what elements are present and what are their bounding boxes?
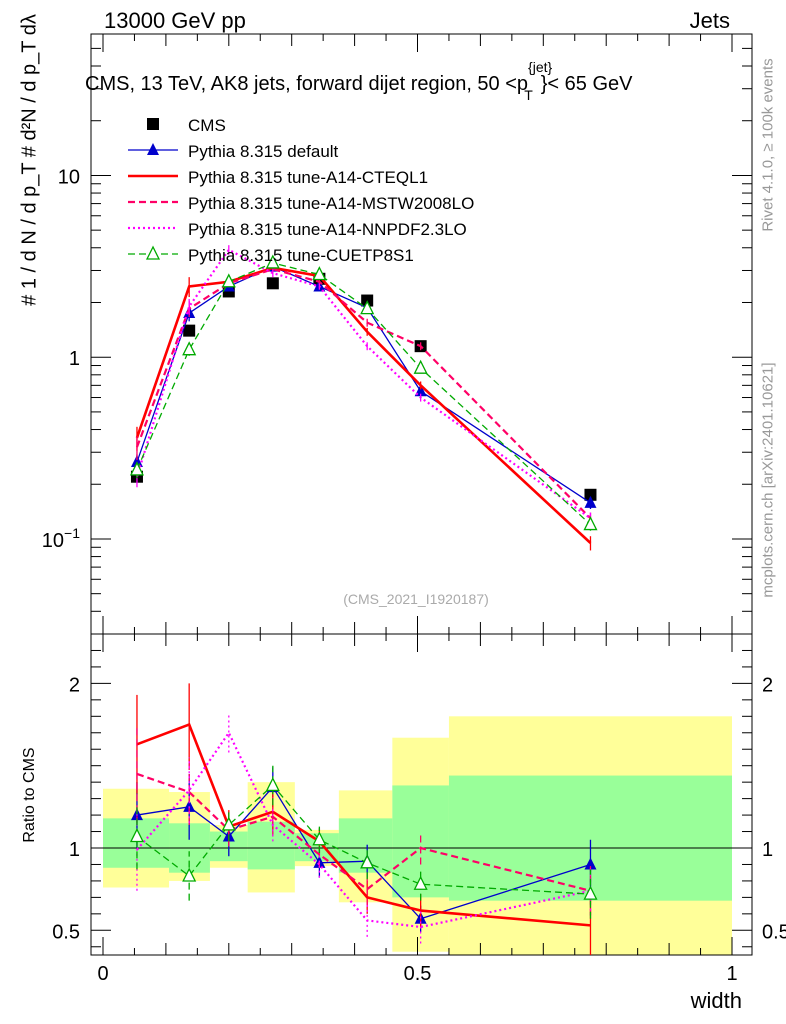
legend-marker-cms (147, 118, 159, 130)
series-line-pythia-8-315-tune-a14-nnpdf2-3lo (135, 248, 592, 520)
ratio-point-pythia-8-315-tune-cuetp8s1 (129, 828, 145, 843)
legend-label: Pythia 8.315 tune-A14-CTEQL1 (188, 168, 428, 187)
analysis-id-label: (CMS_2021_I1920187) (343, 591, 489, 607)
header-process: 13000 GeV pp (104, 8, 246, 33)
ratio-plot-frame (90, 633, 753, 956)
legend-label: Pythia 8.315 tune-CUETP8S1 (188, 246, 414, 265)
legend-marker-pythia-8-315-tune-cuetp8s1 (145, 245, 161, 260)
ratio-band-1sigma (103, 818, 170, 868)
data-point-cms (183, 324, 196, 337)
series-line-pythia-8-315-tune-a14-cteql1 (135, 266, 592, 544)
data-point-pythia-8-315-tune-cuetp8s1 (265, 254, 280, 269)
ratio-y-tick-label: 2 (69, 674, 80, 696)
data-point-pythia-8-315-tune-cuetp8s1 (360, 300, 375, 315)
ratio-y-tick-label: 1 (69, 839, 80, 861)
data-point-cms (584, 488, 597, 501)
legend-label: Pythia 8.315 default (188, 142, 339, 161)
legend-marker-pythia-8-315-default (147, 143, 159, 155)
legend-label: Pythia 8.315 tune-A14-MSTW2008LO (188, 194, 474, 213)
header-category: Jets (689, 8, 730, 33)
ratio-y-tick-label: 2 (762, 674, 773, 696)
x-tick-label: 1 (726, 963, 737, 985)
data-point-pythia-8-315-tune-cuetp8s1 (221, 273, 236, 288)
ratio-point-pythia-8-315-tune-cuetp8s1 (413, 875, 428, 890)
data-point-pythia-8-315-default (584, 495, 597, 508)
series-line-pythia-8-315-tune-cuetp8s1 (136, 262, 591, 526)
ratio-point-pythia-8-315-tune-cuetp8s1 (221, 816, 236, 831)
legend-label: CMS (188, 116, 226, 135)
ratio-point-pythia-8-315-default (183, 799, 196, 812)
series-line-pythia-8-315-tune-a14-mstw2008lo (135, 268, 592, 520)
ratio-point-pythia-8-315-tune-cuetp8s1 (182, 867, 197, 882)
ratio-line-pythia-8-315-tune-a14-nnpdf2-3lo (136, 730, 591, 929)
x-tick-label: 0 (97, 963, 108, 985)
ratio-band-1sigma (247, 821, 295, 870)
ratio-y-tick-label: 0.5 (52, 921, 80, 943)
y-tick-label: 1 (69, 348, 80, 370)
ratio-y-tick-label: 0.5 (762, 921, 786, 943)
y-tick-label: 10 (58, 166, 80, 188)
ratio-point-pythia-8-315-tune-cuetp8s1 (312, 831, 327, 846)
data-point-pythia-8-315-tune-cuetp8s1 (129, 461, 145, 476)
ratio-line-pythia-8-315-tune-a14-cteql1 (136, 722, 591, 927)
ratio-line-pythia-8-315-tune-a14-mstw2008lo (136, 772, 591, 892)
y-tick-label: 10−1 (42, 525, 80, 552)
data-point-pythia-8-315-tune-cuetp8s1 (312, 266, 327, 281)
ratio-point-pythia-8-315-default (584, 857, 597, 870)
legend-label: Pythia 8.315 tune-A14-NNPDF2.3LO (188, 220, 467, 239)
ratio-line-pythia-8-315-tune-cuetp8s1 (136, 784, 591, 895)
data-point-pythia-8-315-tune-cuetp8s1 (583, 516, 598, 531)
ratio-point-pythia-8-315-tune-cuetp8s1 (265, 776, 280, 792)
ratio-y-tick-label: 1 (762, 839, 773, 861)
data-point-cms (266, 277, 279, 290)
x-tick-label: 0.5 (404, 963, 432, 985)
data-point-pythia-8-315-tune-cuetp8s1 (413, 359, 428, 374)
ratio-point-pythia-8-315-tune-cuetp8s1 (583, 885, 598, 900)
x-axis-label: width (690, 988, 742, 1013)
data-point-pythia-8-315-tune-cuetp8s1 (182, 341, 197, 356)
ratio-point-pythia-8-315-tune-cuetp8s1 (360, 854, 375, 869)
chart-title: CMS, 13 TeV, AK8 jets, forward dijet reg… (85, 59, 633, 103)
